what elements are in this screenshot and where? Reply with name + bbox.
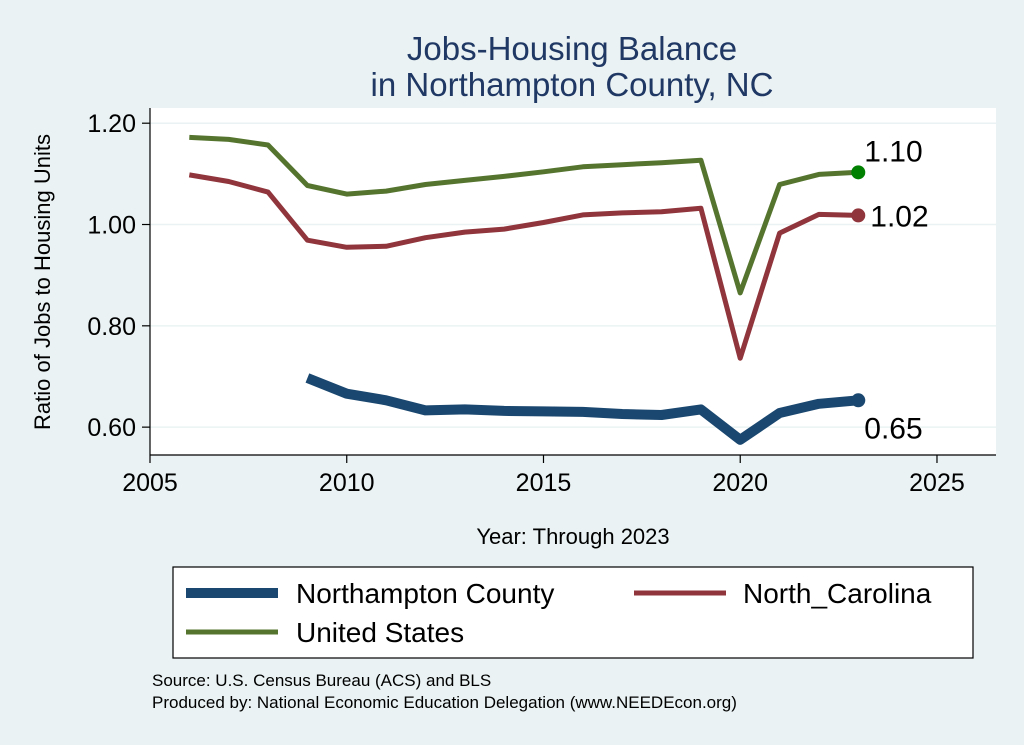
legend-label-north-carolina: North_Carolina (743, 578, 932, 609)
y-axis-title: Ratio of Jobs to Housing Units (30, 134, 55, 430)
chart-title-line-2: in Northampton County, NC (371, 66, 774, 103)
producer-note: Produced by: National Economic Education… (152, 693, 737, 712)
y-tick-label-1.20: 1.20 (87, 110, 136, 138)
legend-label-united-states: United States (296, 617, 464, 648)
x-tick-label-2020: 2020 (712, 469, 768, 497)
legend-label-northampton-county: Northampton County (296, 578, 554, 609)
end-markers (851, 165, 866, 408)
x-axis-title: Year: Through 2023 (476, 524, 669, 549)
x-tick-label-2005: 2005 (122, 469, 178, 497)
source-note: Source: U.S. Census Bureau (ACS) and BLS (152, 671, 491, 690)
axes (142, 108, 996, 463)
legend: Northampton County North_Carolina United… (172, 566, 974, 659)
legend-box (172, 566, 974, 659)
series-line-north-carolina (188, 172, 859, 361)
end-marker-north-carolina (851, 208, 866, 223)
end-label-north-carolina: 1.02 (870, 200, 928, 233)
y-tick-label-0.80: 0.80 (87, 313, 136, 341)
x-tick-label-2025: 2025 (909, 469, 965, 497)
y-tick-label-0.60: 0.60 (87, 414, 136, 442)
series-lines (188, 134, 859, 445)
x-tick-label-2010: 2010 (319, 469, 375, 497)
x-tick-label-2015: 2015 (516, 469, 572, 497)
y-tick-labels: 0.60 0.80 1.00 1.20 (87, 110, 136, 442)
chart-title-line-1: Jobs-Housing Balance (407, 30, 737, 67)
series-line-united-states (189, 134, 859, 296)
series-line-northampton-county (305, 373, 859, 445)
end-marker-united-states (851, 165, 866, 180)
end-value-labels: 0.65 1.02 1.10 (864, 135, 928, 445)
end-marker-northampton-county (851, 393, 866, 408)
gridlines (150, 122, 996, 428)
x-tick-labels: 2005 2010 2015 2020 2025 (122, 469, 965, 497)
y-tick-label-1.00: 1.00 (87, 212, 136, 240)
end-label-northampton-county: 0.65 (864, 412, 922, 445)
end-label-united-states: 1.10 (864, 135, 922, 168)
